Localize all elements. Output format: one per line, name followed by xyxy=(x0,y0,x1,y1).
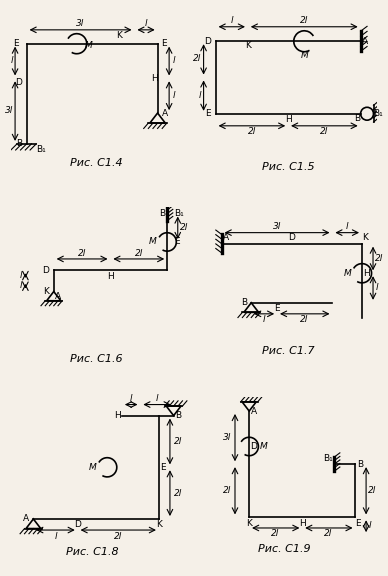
Text: l: l xyxy=(173,56,175,65)
Text: H: H xyxy=(151,74,158,83)
Text: D: D xyxy=(251,442,258,451)
Text: 2l: 2l xyxy=(300,315,308,324)
Text: E: E xyxy=(161,39,167,48)
Text: 2l: 2l xyxy=(223,486,232,495)
Text: l: l xyxy=(199,90,201,100)
Text: K: K xyxy=(156,521,162,529)
Text: 2l: 2l xyxy=(368,486,376,495)
Text: M: M xyxy=(260,442,267,451)
Text: D: D xyxy=(74,521,81,529)
Text: A: A xyxy=(223,233,229,242)
Text: M: M xyxy=(88,463,96,472)
Text: 2l: 2l xyxy=(193,55,201,63)
Text: B₁: B₁ xyxy=(36,145,46,154)
Text: 3l: 3l xyxy=(273,222,281,231)
Text: 2l: 2l xyxy=(248,127,256,137)
Text: 2l: 2l xyxy=(375,254,383,263)
Text: 2l: 2l xyxy=(78,248,86,257)
Text: B: B xyxy=(159,209,166,218)
Text: B: B xyxy=(357,460,363,469)
Text: M: M xyxy=(343,269,351,278)
Text: E: E xyxy=(174,237,180,247)
Text: B₁: B₁ xyxy=(174,209,184,218)
Text: K: K xyxy=(245,41,251,50)
Text: B: B xyxy=(241,298,247,307)
Text: A: A xyxy=(55,291,61,301)
Text: D: D xyxy=(15,78,22,87)
Text: A: A xyxy=(161,108,168,118)
Text: Рис. С1.5: Рис. С1.5 xyxy=(262,162,314,172)
Text: 3l: 3l xyxy=(76,20,85,28)
Text: 2l: 2l xyxy=(173,437,182,446)
Text: 2l: 2l xyxy=(135,248,143,257)
Text: K: K xyxy=(246,519,252,528)
Text: 2l: 2l xyxy=(114,532,122,540)
Text: l: l xyxy=(375,283,378,293)
Text: M: M xyxy=(84,41,92,50)
Text: l: l xyxy=(20,271,23,280)
Text: l: l xyxy=(156,394,158,403)
Text: E: E xyxy=(13,39,19,48)
Text: E: E xyxy=(274,304,280,313)
Text: l: l xyxy=(263,315,265,324)
Text: 2l: 2l xyxy=(271,529,279,539)
Text: l: l xyxy=(145,20,147,28)
Text: H: H xyxy=(107,272,114,281)
Text: A: A xyxy=(251,407,257,415)
Text: E: E xyxy=(205,109,211,118)
Text: l: l xyxy=(20,281,23,290)
Text: B: B xyxy=(355,113,360,123)
Text: H: H xyxy=(364,269,370,278)
Text: l: l xyxy=(10,56,13,65)
Text: B: B xyxy=(175,411,181,420)
Text: K: K xyxy=(116,31,122,40)
Text: 3l: 3l xyxy=(223,434,232,442)
Text: l: l xyxy=(54,532,57,540)
Text: K: K xyxy=(362,233,368,242)
Text: K: K xyxy=(43,287,50,296)
Text: H: H xyxy=(114,411,121,420)
Text: D: D xyxy=(43,266,50,275)
Text: 2l: 2l xyxy=(173,488,182,498)
Text: B: B xyxy=(16,139,22,149)
Text: A: A xyxy=(23,514,29,524)
Text: 3l: 3l xyxy=(5,106,13,115)
Text: 2l: 2l xyxy=(300,16,308,25)
Text: Рис. С1.7: Рис. С1.7 xyxy=(262,346,314,356)
Text: l: l xyxy=(173,91,175,100)
Text: H: H xyxy=(299,519,306,528)
Text: 2l: 2l xyxy=(324,529,333,539)
Text: B₁: B₁ xyxy=(323,454,333,463)
Text: A: A xyxy=(362,37,368,46)
Text: Рис. С1.4: Рис. С1.4 xyxy=(69,158,122,169)
Text: E: E xyxy=(355,519,361,528)
Text: Рис. С1.8: Рис. С1.8 xyxy=(66,547,119,558)
Text: 2l: 2l xyxy=(320,127,329,137)
Text: E: E xyxy=(160,463,166,472)
Text: l: l xyxy=(368,521,371,530)
Text: l: l xyxy=(230,16,233,25)
Text: H: H xyxy=(285,115,291,124)
Text: M: M xyxy=(149,237,157,247)
Text: B₁: B₁ xyxy=(373,109,383,118)
Text: 2l: 2l xyxy=(180,223,188,232)
Text: l: l xyxy=(130,394,132,403)
Text: Рис. С1.9: Рис. С1.9 xyxy=(258,544,311,554)
Text: Рис. С1.6: Рис. С1.6 xyxy=(70,354,123,364)
Text: M: M xyxy=(300,51,308,60)
Text: D: D xyxy=(204,37,211,46)
Text: l: l xyxy=(346,222,348,231)
Text: D: D xyxy=(288,233,295,242)
